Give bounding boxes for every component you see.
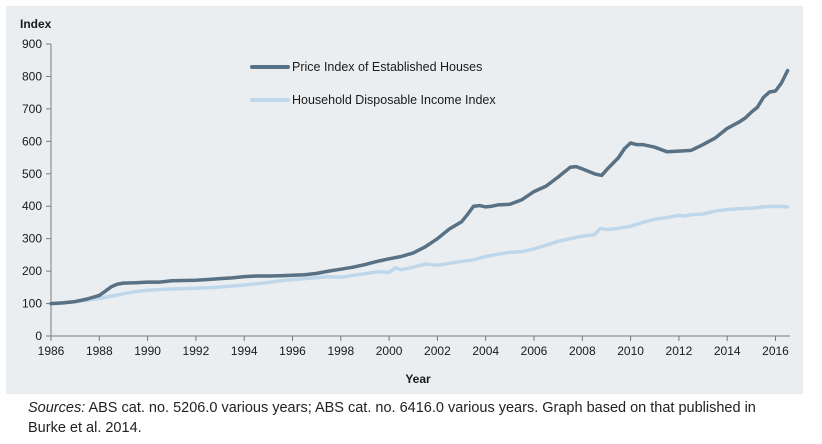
y-tick-label: 900 [22,37,42,51]
y-tick-label: 400 [22,199,42,213]
x-tick-label: 1990 [134,344,161,358]
y-tick-label: 800 [22,69,42,83]
y-tick-label: 100 [22,297,42,311]
series-layer [49,68,790,306]
x-tick-label: 1986 [38,344,65,358]
x-tick-label: 2004 [472,344,499,358]
x-tick-label: 2010 [617,344,644,358]
x-tick-label: 1994 [231,344,258,358]
x-tick-label: 1988 [86,344,113,358]
legend-item-price-index: Price Index of Established Houses [250,60,482,74]
y-axis-label: Index [20,17,52,31]
y-tick-label: 700 [22,102,42,116]
legend: Price Index of Established Houses Househ… [250,60,496,107]
x-tick-label: 2002 [424,344,451,358]
y-tick-label: 600 [22,134,42,148]
x-tick-label: 2006 [521,344,548,358]
y-tick-label: 0 [35,329,42,343]
x-tick-label: 2016 [762,344,789,358]
y-tick-label: 300 [22,232,42,246]
x-axis-label: Year [405,372,431,386]
x-tick-label: 2012 [666,344,693,358]
x-tick-label: 2000 [376,344,403,358]
series-line-household-income [49,204,790,306]
legend-item-income-index: Household Disposable Income Index [250,93,496,107]
x-tick-label: 1998 [327,344,354,358]
y-tick-label: 200 [22,264,42,278]
source-label: Sources: [28,400,86,416]
chart-panel: Index Year 0 100 200 300 400 500 600 700 800 900 … [6,6,803,394]
source-text: ABS cat. no. 5206.0 various years; ABS c… [28,400,756,436]
legend-label-price-index: Price Index of Established Houses [292,60,482,74]
x-tick-label: 1996 [279,344,306,358]
y-axis-ticks: 0 100 200 300 400 500 600 700 800 900 [22,37,51,343]
series-line-price-index [49,68,790,306]
legend-label-income-index: Household Disposable Income Index [292,93,496,107]
x-axis-ticks: 1986 1988 1990 1992 1994 1996 1998 2000 2002 2004… [38,336,789,358]
x-tick-label: 2014 [714,344,741,358]
x-tick-label: 1992 [183,344,210,358]
source-note: Sources: ABS cat. no. 5206.0 various yea… [28,398,788,438]
x-tick-label: 2008 [569,344,596,358]
y-tick-label: 500 [22,167,42,181]
line-chart: Index Year 0100200300400500600700800900 … [20,17,790,386]
